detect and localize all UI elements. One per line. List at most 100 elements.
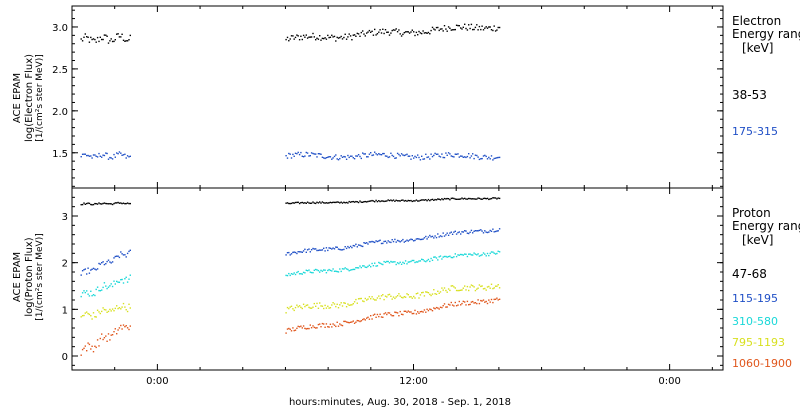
data-point	[103, 263, 106, 266]
data-point	[349, 245, 352, 248]
data-point	[380, 295, 383, 297]
data-point	[443, 255, 446, 258]
data-point	[400, 240, 403, 242]
data-point	[297, 151, 299, 154]
data-point	[328, 202, 330, 204]
data-point	[349, 304, 352, 306]
electron-legend-title-2: Energy range	[732, 27, 800, 41]
data-point	[450, 256, 452, 259]
data-point	[308, 269, 310, 271]
data-point	[458, 198, 460, 200]
data-point	[306, 327, 309, 330]
data-point	[88, 41, 91, 43]
data-point	[489, 229, 491, 232]
data-point	[105, 152, 107, 154]
data-point	[468, 289, 470, 292]
data-point	[105, 309, 107, 311]
data-point	[443, 25, 446, 27]
data-point	[286, 328, 289, 330]
data-point	[309, 155, 311, 157]
data-point	[435, 26, 438, 29]
data-point	[315, 268, 317, 271]
data-point	[415, 313, 418, 315]
data-point	[344, 267, 346, 269]
proton-legend-entry: 47-68	[732, 267, 767, 281]
data-point	[472, 28, 474, 31]
data-point	[90, 203, 92, 206]
data-point	[109, 156, 111, 159]
data-point	[376, 33, 379, 35]
data-point	[122, 154, 125, 156]
data-point	[102, 38, 104, 41]
data-point	[399, 261, 401, 263]
data-point	[410, 260, 412, 263]
data-point	[293, 251, 295, 253]
data-point	[325, 247, 328, 249]
data-point	[117, 33, 119, 35]
data-point	[469, 303, 471, 306]
data-point	[325, 272, 328, 274]
data-point	[80, 156, 82, 158]
data-point	[309, 324, 311, 326]
data-point	[103, 282, 106, 284]
data-point	[368, 241, 371, 243]
data-point	[327, 34, 329, 37]
data-point	[320, 202, 322, 204]
data-point	[347, 202, 349, 204]
data-point	[462, 231, 464, 233]
data-point	[107, 203, 110, 205]
data-point	[88, 313, 91, 316]
data-point	[113, 202, 115, 205]
data-point	[469, 157, 471, 159]
data-point	[331, 270, 333, 272]
data-point	[321, 305, 324, 307]
data-point	[121, 33, 123, 35]
data-point	[359, 200, 361, 202]
data-point	[300, 306, 302, 309]
data-point	[328, 268, 330, 271]
data-point	[313, 202, 315, 204]
data-point	[317, 323, 320, 326]
data-point	[402, 297, 404, 299]
data-point	[413, 312, 415, 315]
data-point	[496, 157, 498, 159]
data-point	[305, 202, 307, 204]
data-point	[395, 311, 397, 314]
data-point	[383, 313, 385, 315]
data-point	[367, 156, 369, 158]
data-point	[296, 327, 298, 329]
data-point	[114, 328, 116, 330]
data-point	[481, 157, 483, 160]
data-point	[128, 156, 130, 158]
data-point	[368, 318, 371, 320]
data-point	[363, 300, 365, 303]
data-point	[114, 307, 116, 310]
data-point	[302, 250, 305, 252]
data-point	[105, 335, 107, 337]
data-point	[422, 158, 424, 160]
data-point	[310, 36, 313, 38]
data-point	[305, 251, 307, 253]
data-point	[371, 240, 373, 243]
data-point	[328, 36, 330, 39]
data-point	[449, 199, 451, 201]
data-point	[474, 289, 477, 292]
data-point	[481, 285, 483, 287]
data-point	[341, 249, 344, 251]
data-point	[345, 158, 348, 160]
data-point	[382, 263, 384, 266]
data-point	[449, 27, 451, 29]
data-point	[461, 28, 463, 30]
data-point	[422, 259, 424, 261]
data-point	[109, 339, 111, 341]
data-point	[470, 301, 473, 303]
data-point	[329, 36, 332, 38]
data-point	[489, 301, 491, 303]
data-point	[414, 200, 416, 202]
data-point	[337, 201, 340, 203]
data-point	[498, 228, 501, 230]
data-point	[368, 264, 371, 266]
data-point	[129, 307, 131, 309]
data-point	[468, 253, 470, 255]
y-tick-label: 3	[62, 212, 68, 223]
